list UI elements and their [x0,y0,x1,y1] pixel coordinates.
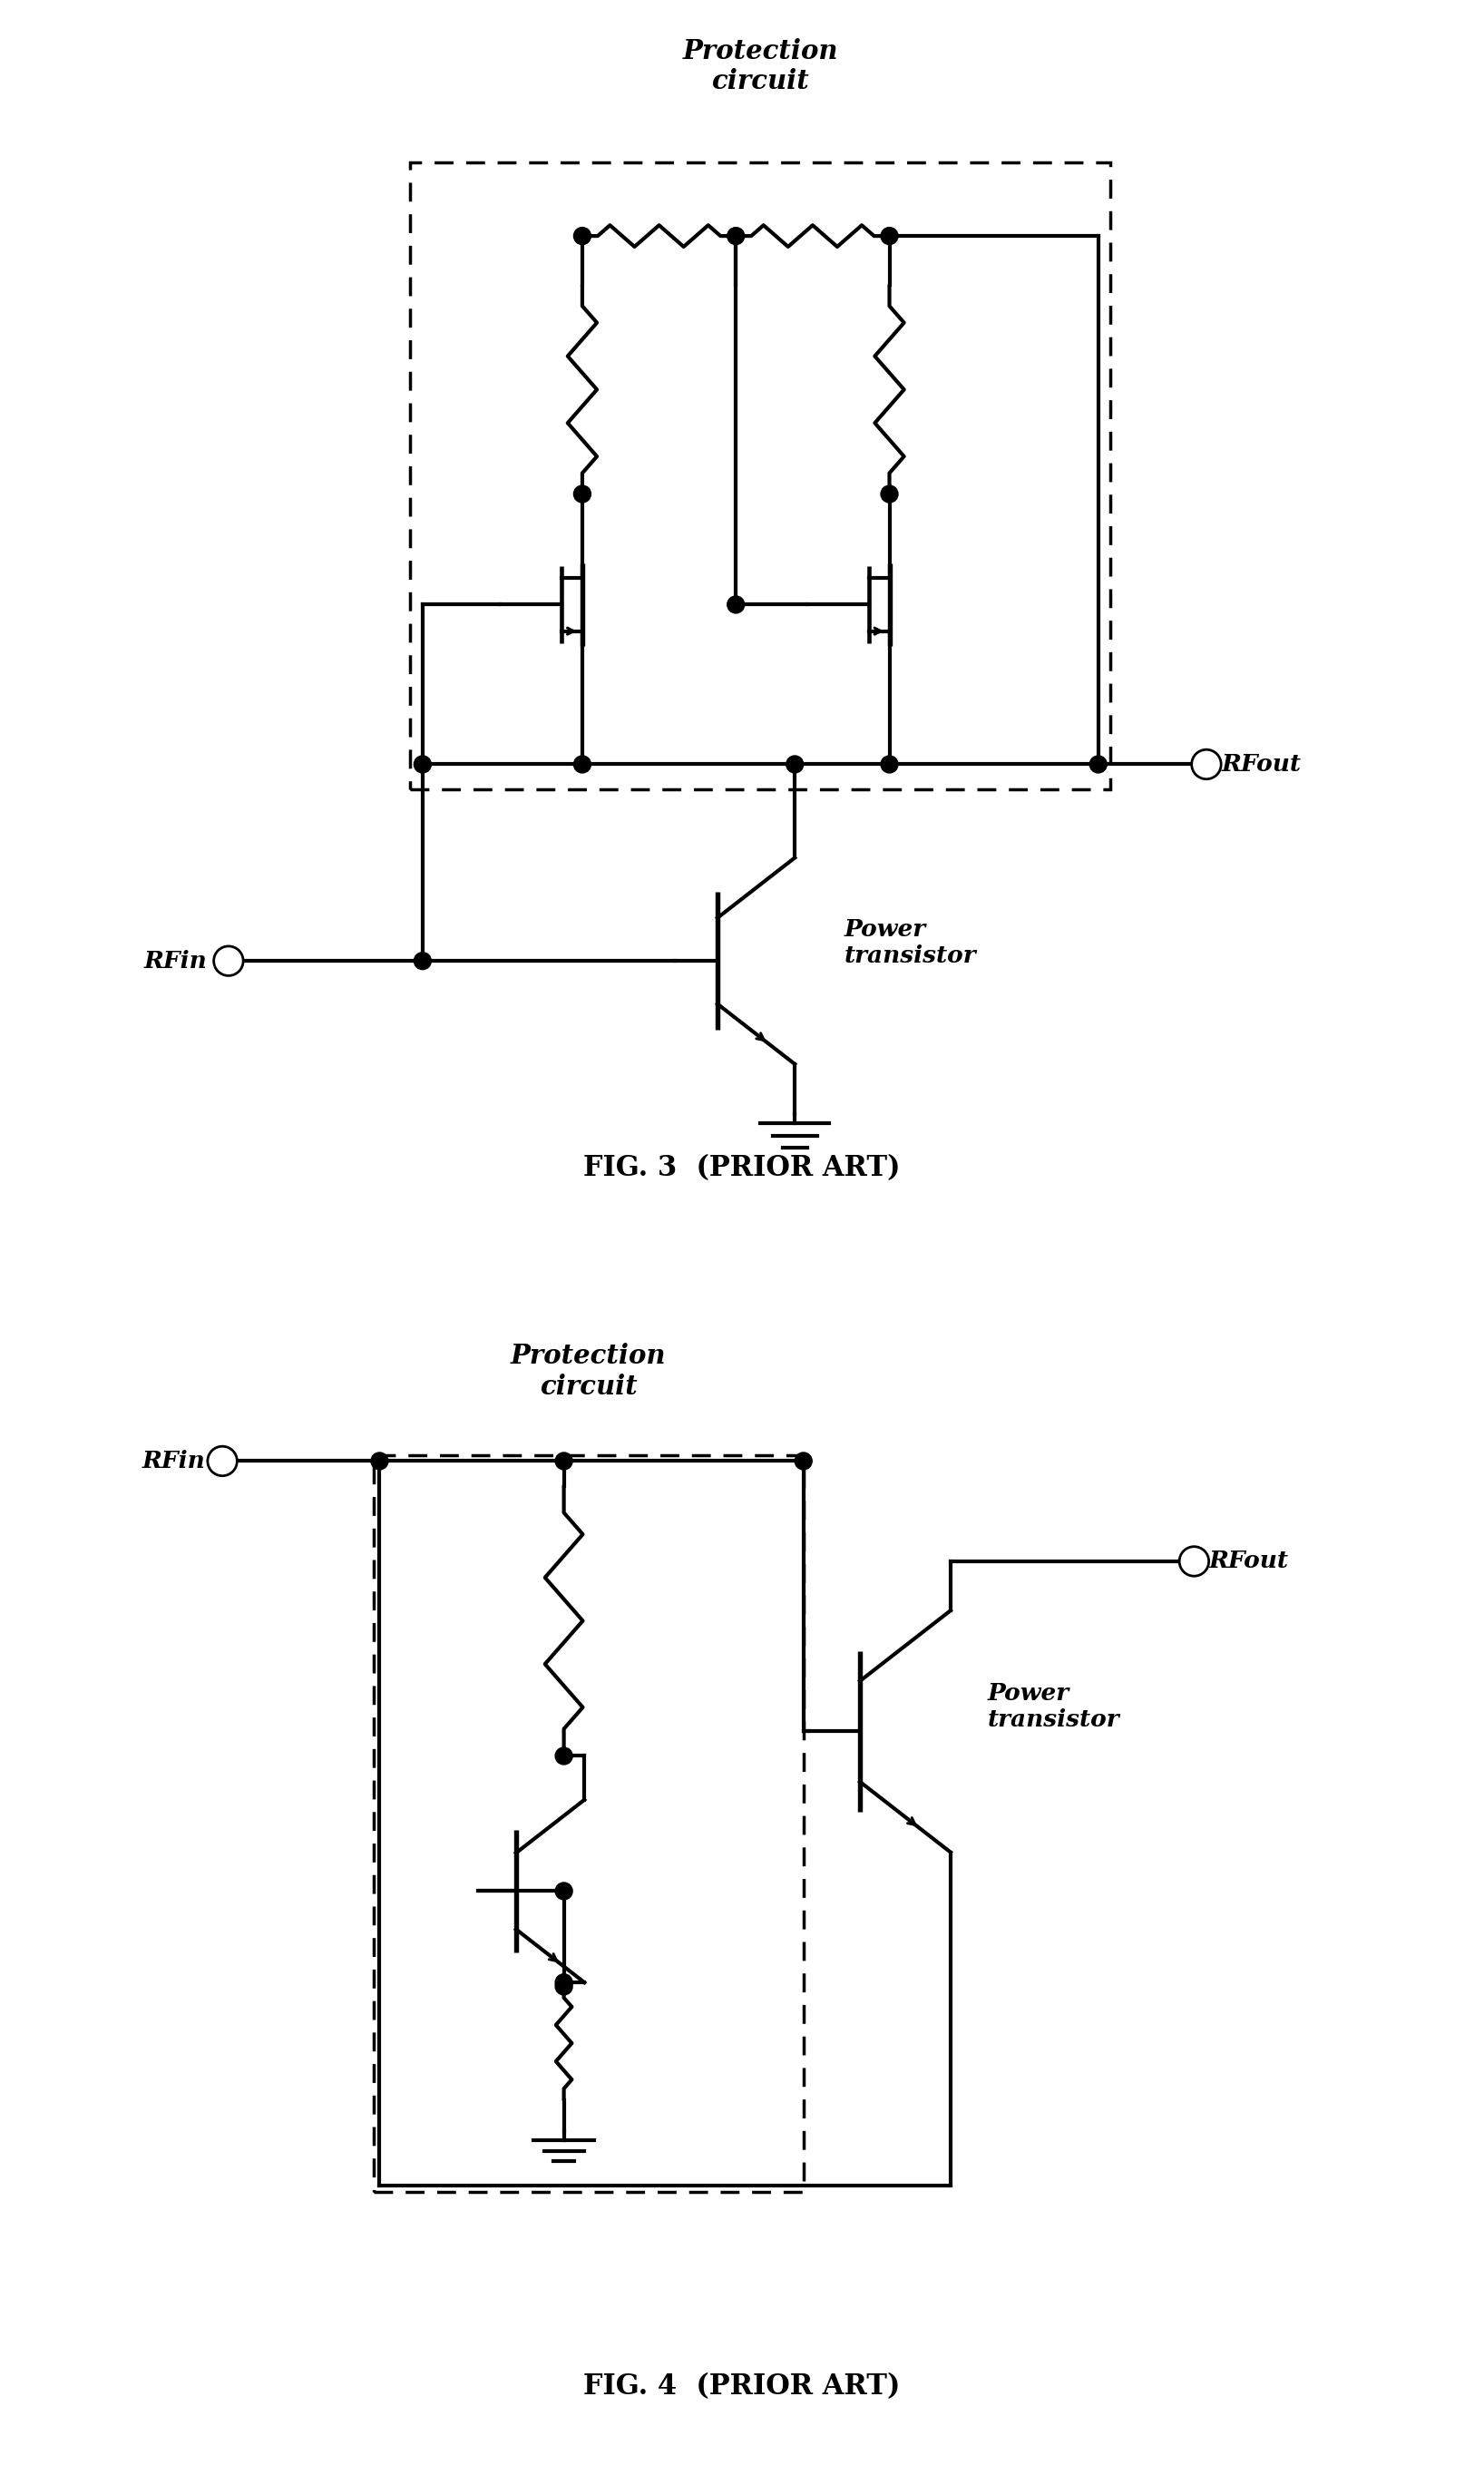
Bar [410,163,1110,789]
Circle shape [574,227,591,244]
Text: RFout: RFout [1209,1550,1288,1573]
Text: Protection
circuit: Protection circuit [510,1343,666,1400]
Text: RFout: RFout [1221,752,1301,776]
Circle shape [1180,1546,1209,1575]
Circle shape [881,486,898,503]
Circle shape [555,1748,573,1765]
Text: RFin: RFin [142,1449,205,1472]
Text: FIG. 3  (PRIOR ART): FIG. 3 (PRIOR ART) [583,1154,901,1183]
Circle shape [414,951,432,969]
Circle shape [787,757,803,774]
Text: Protection
circuit: Protection circuit [683,37,838,94]
Circle shape [795,1452,812,1469]
Text: FIG. 4  (PRIOR ART): FIG. 4 (PRIOR ART) [583,2374,901,2401]
Circle shape [555,1452,573,1469]
Bar [374,1454,803,2191]
Circle shape [208,1447,237,1477]
Text: RFin: RFin [144,949,208,971]
Circle shape [1089,757,1107,774]
Circle shape [214,947,243,976]
Circle shape [881,757,898,774]
Circle shape [574,486,591,503]
Circle shape [555,1977,573,1994]
Circle shape [727,227,745,244]
Circle shape [414,757,432,774]
Circle shape [1192,749,1221,779]
Text: Power
transistor: Power transistor [987,1681,1119,1730]
Circle shape [574,757,591,774]
Text: Power
transistor: Power transistor [844,917,976,966]
Circle shape [555,1974,573,1992]
Circle shape [371,1452,389,1469]
Circle shape [727,597,745,614]
Circle shape [555,1883,573,1901]
Circle shape [881,227,898,244]
